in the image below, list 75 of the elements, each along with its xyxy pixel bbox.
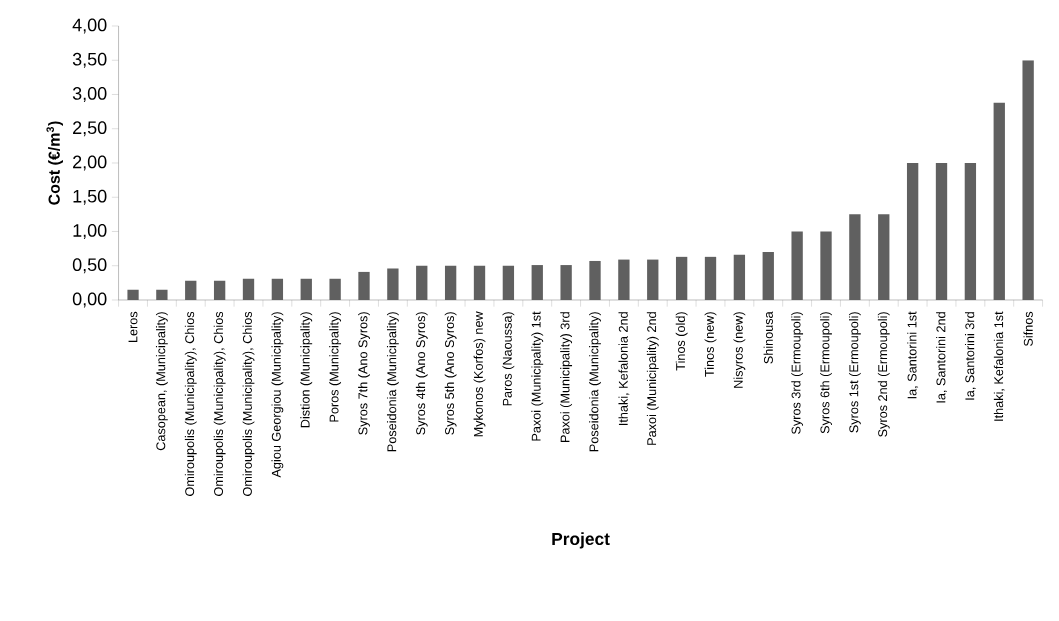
bar — [387, 268, 399, 300]
bar — [329, 278, 341, 300]
y-tick-label: 0,00 — [72, 292, 107, 308]
x-tick-label: Tinos (new) — [704, 312, 717, 377]
bar — [993, 102, 1005, 300]
x-tick-label: Agiou Georgiou (Municipality) — [271, 312, 284, 478]
bar — [878, 214, 890, 300]
bar — [1022, 60, 1034, 300]
x-tick-label: Syros 3rd (Ermoupoli) — [791, 312, 804, 434]
x-tick-label: Paxoi (Municipality) 3rd — [560, 312, 573, 442]
x-tick-label: Ia, Santorini 1st — [907, 311, 919, 399]
bar — [473, 265, 486, 300]
bar — [618, 259, 630, 300]
bar — [444, 265, 457, 300]
bar — [531, 265, 543, 300]
x-tick-label: Ia, Santorini 2nd — [936, 312, 947, 403]
x-tick-label: Casopean, (Municipality) — [155, 312, 168, 451]
bar — [416, 265, 428, 300]
bar — [271, 278, 284, 300]
x-tick-label: Distion (Municipality) — [300, 312, 313, 428]
bar — [935, 162, 948, 300]
x-tick-label: Syros 7th (Ano Syros) — [358, 312, 370, 435]
x-tick-label: Paros (Naoussa) — [502, 312, 515, 406]
x-tick-label: Poseidonia (Municipality) — [386, 312, 399, 452]
y-tick-label: 2,00 — [73, 155, 107, 171]
bar — [647, 259, 659, 300]
bar — [820, 231, 832, 300]
bar — [964, 162, 977, 300]
x-tick-label: Syros 2nd (Ermoupoli) — [877, 312, 890, 437]
x-tick-label: Paxoi (Municipality) 1st — [531, 311, 544, 441]
x-tick-label: Shinousa — [763, 311, 773, 364]
bar — [358, 271, 370, 300]
x-axis-title: Project — [552, 532, 610, 549]
x-tick-label: Poros (Municipality) — [329, 312, 342, 422]
y-axis-title: Cost (€/m$^{3}$) — [46, 121, 63, 205]
bar — [127, 289, 139, 300]
y-tick-label: 3,50 — [72, 52, 107, 68]
x-tick-label: Omiroupolis (Municipality), Chios — [184, 311, 197, 496]
x-tick-label: Ithaki, Kefalonia 1st — [993, 311, 1005, 421]
bar — [185, 280, 197, 300]
bar — [762, 252, 774, 300]
y-tick-label: 3,00 — [72, 87, 107, 102]
x-tick-label: Omiroupolis (Municipality), Chios — [213, 311, 226, 496]
y-tick-label: 2,50 — [73, 121, 107, 137]
y-tick-label: 0,50 — [72, 258, 107, 274]
bar — [156, 289, 168, 300]
y-tick-label: 4,00 — [72, 18, 107, 34]
x-tick-label: Nisyros (new) — [733, 312, 746, 388]
x-tick-label: Mykonos (Korfos) new — [473, 311, 486, 437]
bar — [849, 214, 861, 300]
y-tick-label: 1,00 — [73, 224, 107, 239]
bar — [213, 280, 226, 300]
x-tick-label: Tinos (old) — [675, 312, 688, 371]
bar — [502, 265, 515, 300]
x-tick-label: Paxoi (Municipality) 2nd — [646, 312, 659, 445]
bar — [560, 265, 572, 300]
bar — [300, 278, 312, 300]
x-tick-label: Sifnos — [1023, 311, 1033, 346]
x-tick-label: Ia, Santorini 3rd — [964, 312, 976, 400]
y-tick-label: 1,50 — [73, 189, 107, 205]
bar — [704, 256, 717, 300]
x-tick-label: Ithaki, Kefalonia 2nd — [618, 312, 630, 425]
x-tick-label: Syros 4th (Ano Syros) — [415, 312, 428, 435]
bar — [242, 278, 255, 300]
x-tick-label: Syros 1st (Ermoupoli) — [848, 312, 861, 433]
bar — [589, 260, 601, 300]
x-tick-label: Leros — [128, 311, 138, 343]
x-tick-label: Syros 5th (Ano Syros) — [444, 312, 457, 435]
x-tick-label: Poseidonia (Municipality) — [589, 312, 601, 452]
bar — [791, 231, 803, 300]
bar — [675, 256, 688, 300]
bar — [733, 254, 746, 300]
x-tick-label: Syros 6th (Ermoupoli) — [820, 312, 832, 434]
x-tick-label: Omiroupolis (Municipality), Chios — [242, 311, 255, 496]
bar — [906, 162, 919, 300]
